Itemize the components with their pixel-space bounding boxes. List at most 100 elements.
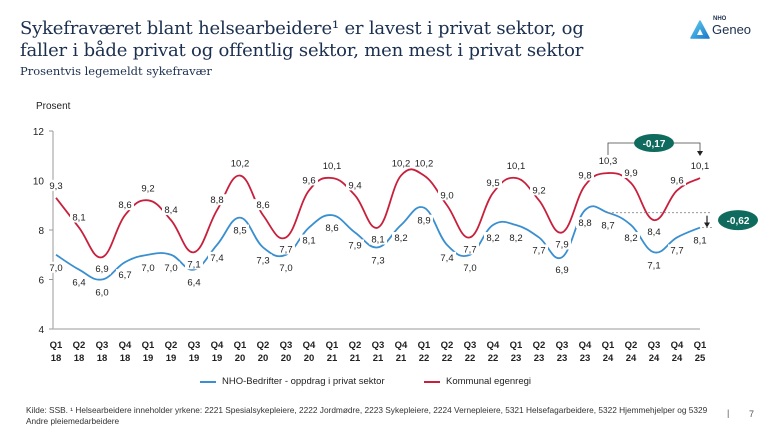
data-label: 10,2 (415, 159, 434, 170)
badge-nho-text: -0,62 (727, 216, 750, 227)
data-label: 8,4 (647, 227, 660, 238)
x-tick-label-year: 18 (74, 353, 85, 364)
data-label: 7,0 (141, 263, 154, 274)
x-tick-label-year: 24 (626, 353, 637, 364)
x-tick-label-quarter: Q3 (556, 340, 569, 351)
data-label: 10,1 (691, 161, 710, 172)
x-tick-label-quarter: Q3 (280, 340, 293, 351)
legend-label-nho: NHO-Bedrifter - oppdrag i privat sektor (222, 376, 385, 387)
data-label-bg (93, 263, 111, 275)
data-label: 9,9 (624, 168, 637, 179)
data-labels: 7,0 6,4 6,0 6,7 7,0 7,0 6,4 7,4 8,5 7,3 7,0 8,1 8,6 7… (47, 155, 710, 299)
data-label: 8,6 (256, 200, 269, 211)
data-label: 10,1 (507, 161, 526, 172)
data-label: 8,1 (371, 235, 384, 246)
data-label: 7,7 (670, 245, 683, 256)
logo-nho-text: NHO (713, 16, 727, 22)
data-label: 10,3 (599, 156, 618, 167)
data-label-bg (484, 232, 502, 244)
data-label-bg (668, 244, 686, 256)
x-tick-label-year: 23 (534, 353, 545, 364)
data-label-bg (507, 160, 525, 172)
logo: NHO Geneo (690, 16, 760, 42)
data-label: 7,4 (210, 253, 223, 264)
y-tick-label: 4 (38, 325, 44, 336)
data-label: 6,4 (187, 278, 200, 289)
x-tick-label-year: 19 (212, 353, 223, 364)
arrow-down-icon (697, 151, 703, 156)
axes: 4 6 8 10 12 Q1 18 Q2 18 Q3 18 Q4 18 Q1 19 Q2 19 Q3 19 Q4 19 Q… (33, 127, 707, 364)
y-tick-label: 6 (38, 276, 44, 287)
data-label: 9,0 (440, 190, 453, 201)
x-tick-label-quarter: Q2 (73, 340, 86, 351)
data-label-bg (576, 169, 594, 181)
data-label-bg (231, 224, 249, 236)
data-label: 7,0 (463, 263, 476, 274)
data-label: 9,3 (49, 181, 62, 192)
x-tick-label-quarter: Q1 (602, 340, 615, 351)
data-label-bg (691, 160, 709, 172)
data-label-bg (47, 179, 65, 191)
geneo-logo-icon (690, 20, 710, 39)
data-label-bg (139, 261, 157, 273)
data-label-bg (162, 204, 180, 216)
data-label-bg (116, 199, 134, 211)
data-label: 6,9 (95, 264, 108, 275)
data-label: 7,0 (279, 263, 292, 274)
x-tick-label-year: 24 (672, 353, 683, 364)
x-tick-label-quarter: Q2 (625, 340, 638, 351)
y-axis-label: Prosent (36, 101, 71, 112)
data-label-bg (139, 182, 157, 194)
data-label-bg (277, 243, 295, 255)
data-label-bg (645, 259, 663, 271)
legend-item-nho: NHO-Bedrifter - oppdrag i privat sektor (200, 376, 385, 387)
footer-source: Kilde: SSB. ¹ Helsearbeidere inneholder … (26, 405, 708, 426)
data-label: 6,0 (95, 288, 108, 299)
legend-swatch-blue (200, 380, 216, 383)
data-label-bg (369, 233, 387, 245)
data-label-bg (369, 254, 387, 266)
data-label-bg (162, 261, 180, 273)
y-tick-label: 12 (33, 127, 45, 138)
x-tick-label-year: 21 (350, 353, 361, 364)
data-label-bg (530, 184, 548, 196)
x-tick-label-year: 18 (97, 353, 108, 364)
data-label-bg (185, 258, 203, 270)
x-tick-label-year: 19 (189, 353, 200, 364)
data-label: 7,7 (532, 245, 545, 256)
x-tick-label-quarter: Q3 (372, 340, 385, 351)
x-tick-label-quarter: Q1 (510, 340, 523, 351)
data-label-bg (70, 276, 88, 288)
data-label-bg (599, 219, 617, 231)
data-label: 8,6 (118, 200, 131, 211)
x-tick-label-year: 20 (304, 353, 315, 364)
badge-kommunal-text: -0,17 (643, 139, 666, 150)
data-label: 9,6 (670, 175, 683, 186)
x-tick-label-quarter: Q4 (211, 340, 224, 351)
y-tick-label: 10 (33, 177, 45, 188)
data-label-bg (392, 157, 410, 169)
data-label-bg (645, 226, 663, 238)
data-label: 9,4 (348, 180, 361, 191)
x-tick-label-quarter: Q1 (326, 340, 339, 351)
x-tick-label-quarter: Q3 (648, 340, 661, 351)
data-label: 10,1 (323, 161, 342, 172)
badge-nho-change (718, 210, 758, 231)
data-label: 7,0 (49, 263, 62, 274)
data-label: 7,3 (256, 255, 269, 266)
data-label-bg (346, 239, 364, 251)
data-label: 8,1 (72, 213, 85, 224)
data-label-bg (415, 157, 433, 169)
data-label-bg (461, 243, 479, 255)
data-label-bg (484, 176, 502, 188)
data-label-bg (208, 251, 226, 263)
data-label: 10,2 (392, 159, 411, 170)
x-tick-label-quarter: Q2 (165, 340, 178, 351)
data-label: 7,1 (187, 259, 200, 270)
data-label-bg (461, 261, 479, 273)
x-tick-label-year: 24 (603, 353, 614, 364)
data-label-bg (576, 217, 594, 229)
x-tick-label-year: 21 (327, 353, 338, 364)
data-label-bg (622, 232, 640, 244)
